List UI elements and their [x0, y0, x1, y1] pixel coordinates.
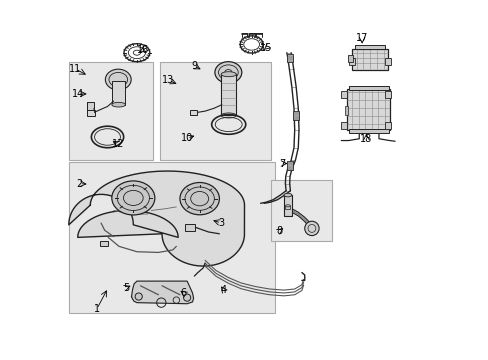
Text: 13: 13 [162, 75, 174, 85]
Text: 16: 16 [137, 45, 149, 55]
Bar [69, 162, 274, 313]
Ellipse shape [284, 193, 291, 197]
Text: 10: 10 [181, 134, 193, 143]
Ellipse shape [180, 183, 219, 215]
Bar [347, 55, 352, 62]
Bar [351, 49, 387, 69]
Bar [344, 107, 347, 116]
Bar [284, 195, 291, 216]
Text: 18: 18 [360, 134, 372, 144]
Ellipse shape [112, 181, 155, 215]
Circle shape [304, 221, 319, 235]
Bar [286, 54, 292, 62]
Text: 5: 5 [123, 283, 129, 293]
Bar [384, 91, 390, 98]
Bar [293, 111, 298, 120]
Bar [185, 224, 195, 231]
Text: 4: 4 [220, 285, 226, 295]
Circle shape [135, 293, 142, 300]
Text: 17: 17 [355, 33, 367, 43]
Text: 14: 14 [72, 89, 84, 99]
Bar [87, 111, 95, 116]
Bar [69, 62, 153, 160]
Bar [348, 58, 354, 65]
Bar [384, 58, 390, 65]
Bar [346, 89, 389, 130]
Polygon shape [69, 171, 244, 266]
Ellipse shape [221, 72, 236, 77]
Text: 15: 15 [259, 43, 272, 53]
Bar [286, 161, 292, 170]
Bar [271, 180, 332, 241]
Text: 9: 9 [191, 61, 197, 71]
Bar [341, 122, 346, 129]
Text: 3: 3 [218, 218, 224, 228]
Ellipse shape [214, 62, 241, 83]
Bar [285, 206, 290, 210]
Text: 1: 1 [94, 304, 100, 314]
Text: 12: 12 [112, 139, 124, 149]
Ellipse shape [112, 102, 125, 107]
Bar [348, 129, 388, 133]
Polygon shape [131, 281, 193, 304]
Bar [87, 102, 94, 110]
Bar [348, 86, 388, 90]
Text: 8: 8 [276, 226, 282, 236]
Bar [384, 122, 390, 129]
Bar [221, 74, 236, 116]
Ellipse shape [285, 205, 290, 207]
Bar [112, 81, 125, 105]
Text: 6: 6 [180, 288, 186, 298]
Text: 11: 11 [69, 64, 81, 74]
Bar [160, 62, 271, 160]
Bar [354, 45, 384, 49]
Ellipse shape [105, 69, 131, 90]
Bar [341, 91, 346, 98]
Text: 7: 7 [279, 158, 285, 168]
Bar [190, 111, 197, 116]
Text: 2: 2 [76, 179, 82, 189]
Circle shape [183, 294, 190, 301]
Bar [100, 241, 107, 246]
